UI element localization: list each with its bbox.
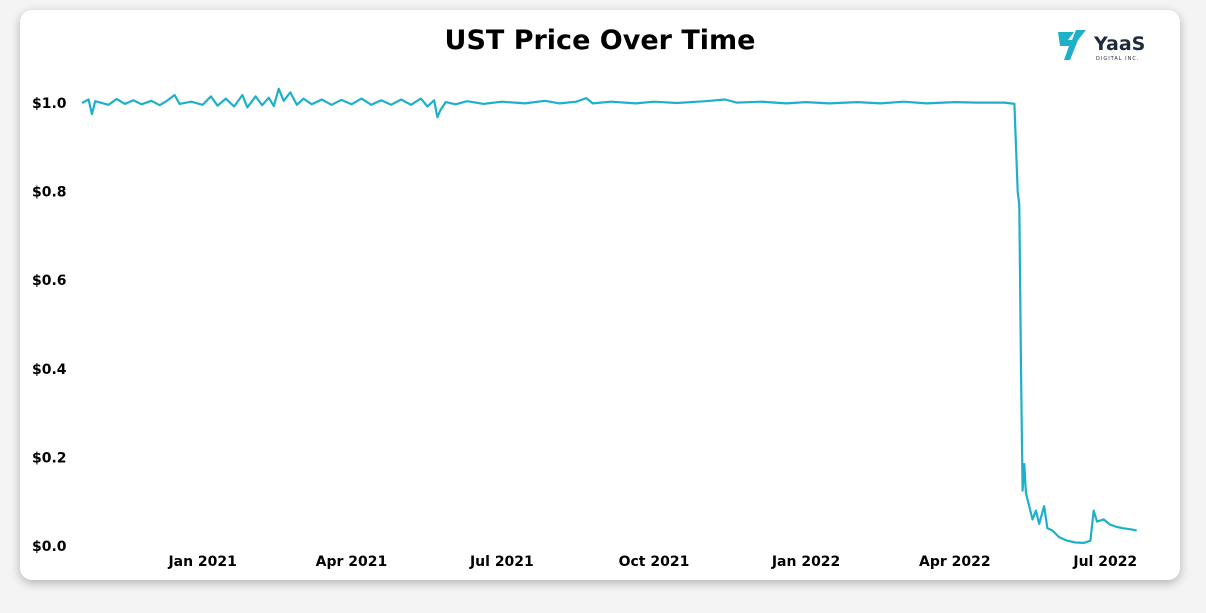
y-tick-label: $1.0: [32, 96, 67, 112]
x-tick-label: Jan 2022: [771, 554, 840, 570]
line-chart: $0.0 $0.2 $0.4 $0.6 $0.8 $1.0 Jan 2021 Apr 202…: [32, 87, 1137, 570]
x-axis: Jan 2021 Apr 2021 Jul 2021 Oct 2021 Jan 2022…: [167, 554, 1137, 570]
series-line: [81, 87, 1137, 545]
yaas-logo: YaaS DIGITAL INC.: [1054, 24, 1164, 64]
logo-wordmark: YaaS: [1093, 33, 1145, 55]
yaas-logo-icon: YaaS DIGITAL INC.: [1058, 30, 1145, 62]
x-tick-label: Jul 2021: [469, 554, 534, 570]
logo-tagline: DIGITAL INC.: [1096, 56, 1139, 62]
chart-card: UST Price Over Time YaaS DIGITAL INC. $0…: [20, 10, 1180, 580]
x-tick-label: Apr 2022: [919, 554, 991, 570]
plot-area: [81, 87, 1137, 545]
y-axis: $0.0 $0.2 $0.4 $0.6 $0.8 $1.0: [32, 96, 67, 555]
chart-title: UST Price Over Time: [444, 25, 756, 56]
x-tick-label: Jul 2022: [1072, 554, 1137, 570]
y-tick-label: $0.6: [32, 273, 67, 289]
x-tick-label: Jan 2021: [167, 554, 236, 570]
x-tick-label: Oct 2021: [619, 554, 690, 570]
y-tick-label: $0.8: [32, 185, 67, 201]
y-tick-label: $0.4: [32, 362, 67, 378]
x-tick-label: Apr 2021: [316, 554, 388, 570]
y-tick-label: $0.2: [32, 450, 67, 466]
y-tick-label: $0.0: [32, 539, 67, 555]
